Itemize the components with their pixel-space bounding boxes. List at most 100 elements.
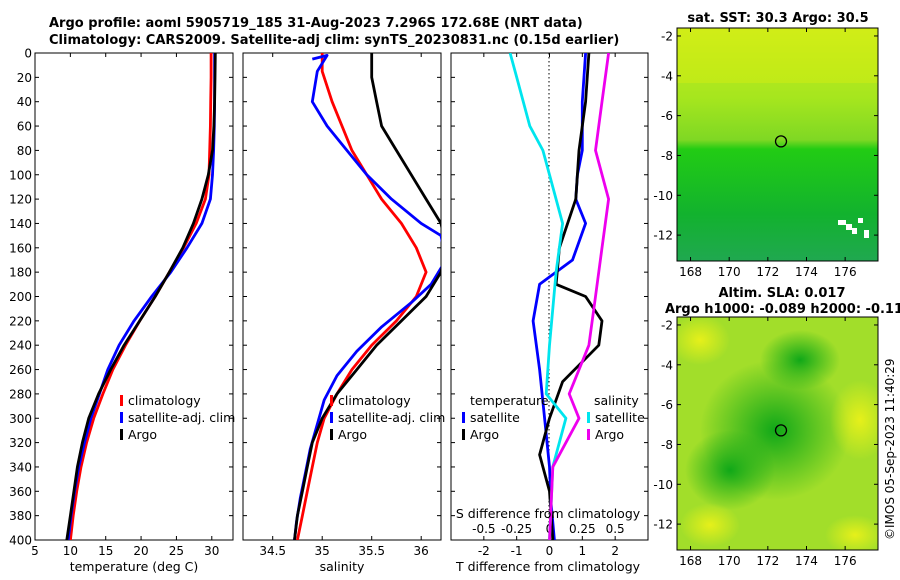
figure-title-line1: Argo profile: aoml 5905719_185 31-Aug-20… [49, 16, 583, 31]
y-tick-label: 180 [9, 266, 32, 280]
y-tick-label: 400 [9, 534, 32, 548]
sla-map-frame [676, 316, 879, 551]
y-tick-label: 100 [9, 168, 32, 182]
argo-location-marker [774, 135, 788, 148]
map-y-tick-label: -10 [653, 478, 673, 492]
map-y-tick-label: -8 [661, 149, 673, 163]
top-tick-label: 0.5 [606, 522, 625, 536]
legend-label-satellite: satellite-adj. clim [128, 410, 235, 425]
difference-ticks: -2 -1 0 1 2-0.5 -0.25 0 0.25 0.5 [451, 52, 648, 558]
legend-swatch-sal-argo [587, 429, 590, 440]
map-y-tick-label: -12 [653, 229, 673, 243]
top-tick-label: -0.5 [472, 522, 495, 536]
imos-credit: ©IMOS 05-Sep-2023 11:40:29 [883, 358, 897, 540]
difference-lines [508, 53, 610, 540]
series-line-argo [293, 53, 441, 540]
y-tick-label: 200 [9, 290, 32, 304]
temperature-xlabel: temperature (deg C) [70, 559, 199, 574]
map-y-tick-label: -2 [661, 318, 673, 332]
legend-swatch-temp-satellite [462, 412, 465, 423]
top-tick-label: -0.25 [501, 522, 532, 536]
salinity-legend: climatology satellite-adj. clim Argo [330, 393, 445, 442]
x-tick-label: 20 [133, 544, 148, 558]
temperature-axes [34, 52, 234, 541]
x-tick-label: 5 [31, 544, 39, 558]
y-tick-label: 340 [9, 460, 32, 474]
difference-panel: -2 -1 0 1 2-0.5 -0.25 0 0.25 0.5 T difference fr… [450, 52, 649, 574]
y-tick-label: 60 [17, 120, 32, 134]
x-tick-label: 35.5 [358, 544, 385, 558]
map-x-tick-label: 172 [756, 554, 779, 568]
sst-map-panel: sat. SST: 30.3 Argo: 30.5 168 170 172 174 17… [653, 11, 879, 279]
legend-label-temp-satellite: satellite [470, 410, 520, 425]
x-tick-label: 1 [579, 544, 587, 558]
map-x-tick-label: 170 [718, 554, 741, 568]
sst-map-frame [676, 27, 879, 262]
legend-label-climatology: climatology [128, 393, 201, 408]
temperature-lines [65, 53, 217, 540]
y-tick-label: 160 [9, 241, 32, 255]
legend-title-temperature: temperature [470, 393, 549, 408]
series-line-argo [65, 53, 217, 540]
difference-xlabel: T difference from climatology [455, 559, 641, 574]
legend-label-sal-satellite: satellite [595, 410, 645, 425]
legend-title-salinity: salinity [594, 393, 639, 408]
map-y-tick-label: -6 [661, 398, 673, 412]
y-tick-label: 240 [9, 339, 32, 353]
legend-swatch-satellite [330, 412, 333, 423]
sst-missing-cell [864, 230, 869, 238]
x-tick-label: 30 [204, 544, 219, 558]
map-y-tick-label: -6 [661, 109, 673, 123]
y-tick-label: 380 [9, 509, 32, 523]
legend-label-argo: Argo [128, 427, 157, 442]
salinity-lines [293, 53, 441, 540]
legend-swatch-argo [330, 429, 333, 440]
x-tick-label: 15 [98, 544, 113, 558]
difference-top-label: S difference from climatology [456, 506, 641, 521]
map-y-tick-label: -4 [661, 69, 673, 83]
y-tick-label: 320 [9, 436, 32, 450]
y-tick-label: 40 [17, 95, 32, 109]
legend-label-climatology: climatology [338, 393, 411, 408]
legend-swatch-climatology [120, 395, 123, 406]
sla-map-panel: Altim. SLA: 0.017 Argo h1000: -0.089 h20… [653, 286, 900, 568]
y-tick-label: 20 [17, 71, 32, 85]
x-tick-label: 0 [546, 544, 554, 558]
salinity-ticks: 34.5 35 35.5 36 [243, 52, 441, 558]
legend-label-argo: Argo [338, 427, 367, 442]
map-x-tick-label: 168 [679, 554, 702, 568]
temperature-panel: 0 20 40 60 80 100 120 140 160 180 200 220 240 260 280 3… [9, 47, 235, 575]
sst-missing-cell [858, 218, 863, 223]
map-x-tick-label: 174 [795, 265, 818, 279]
series-line-salinity-argo [548, 53, 610, 540]
argo-location-marker [774, 424, 788, 437]
sla-map-subtitle: Argo h1000: -0.089 h2000: -0.11 [665, 302, 900, 317]
x-tick-label: 34.5 [259, 544, 286, 558]
x-tick-label: 36 [414, 544, 429, 558]
y-tick-label: 360 [9, 485, 32, 499]
legend-swatch-sal-satellite [587, 412, 590, 423]
top-tick-label: 0.25 [569, 522, 596, 536]
legend-swatch-argo [120, 429, 123, 440]
y-tick-label: 80 [17, 144, 32, 158]
map-y-tick-label: -4 [661, 358, 673, 372]
salinity-panel: 34.5 35 35.5 36 salinity climatology satell… [242, 52, 445, 574]
map-x-tick-label: 176 [834, 265, 857, 279]
x-tick-label: -1 [511, 544, 523, 558]
x-tick-label: 10 [63, 544, 78, 558]
series-line-salinity-satellite [508, 53, 568, 540]
sst-missing-cell [852, 228, 857, 234]
x-tick-label: 25 [169, 544, 184, 558]
sla-ticks: 168 170 172 174 176 -2 -4 -6 -8 -10 -12 [653, 317, 878, 568]
map-x-tick-label: 170 [718, 265, 741, 279]
sst-map-title: sat. SST: 30.3 Argo: 30.5 [687, 11, 868, 26]
legend-label-sal-argo: Argo [595, 427, 624, 442]
salinity-axes [242, 52, 442, 541]
temperature-legend: climatology satellite-adj. clim Argo [120, 393, 235, 442]
salinity-xlabel: salinity [320, 559, 365, 574]
y-tick-label: 220 [9, 314, 32, 328]
y-tick-label: 120 [9, 193, 32, 207]
difference-legend: temperature salinity satellite Argo sate… [462, 393, 645, 442]
legend-swatch-temp-argo [462, 429, 465, 440]
